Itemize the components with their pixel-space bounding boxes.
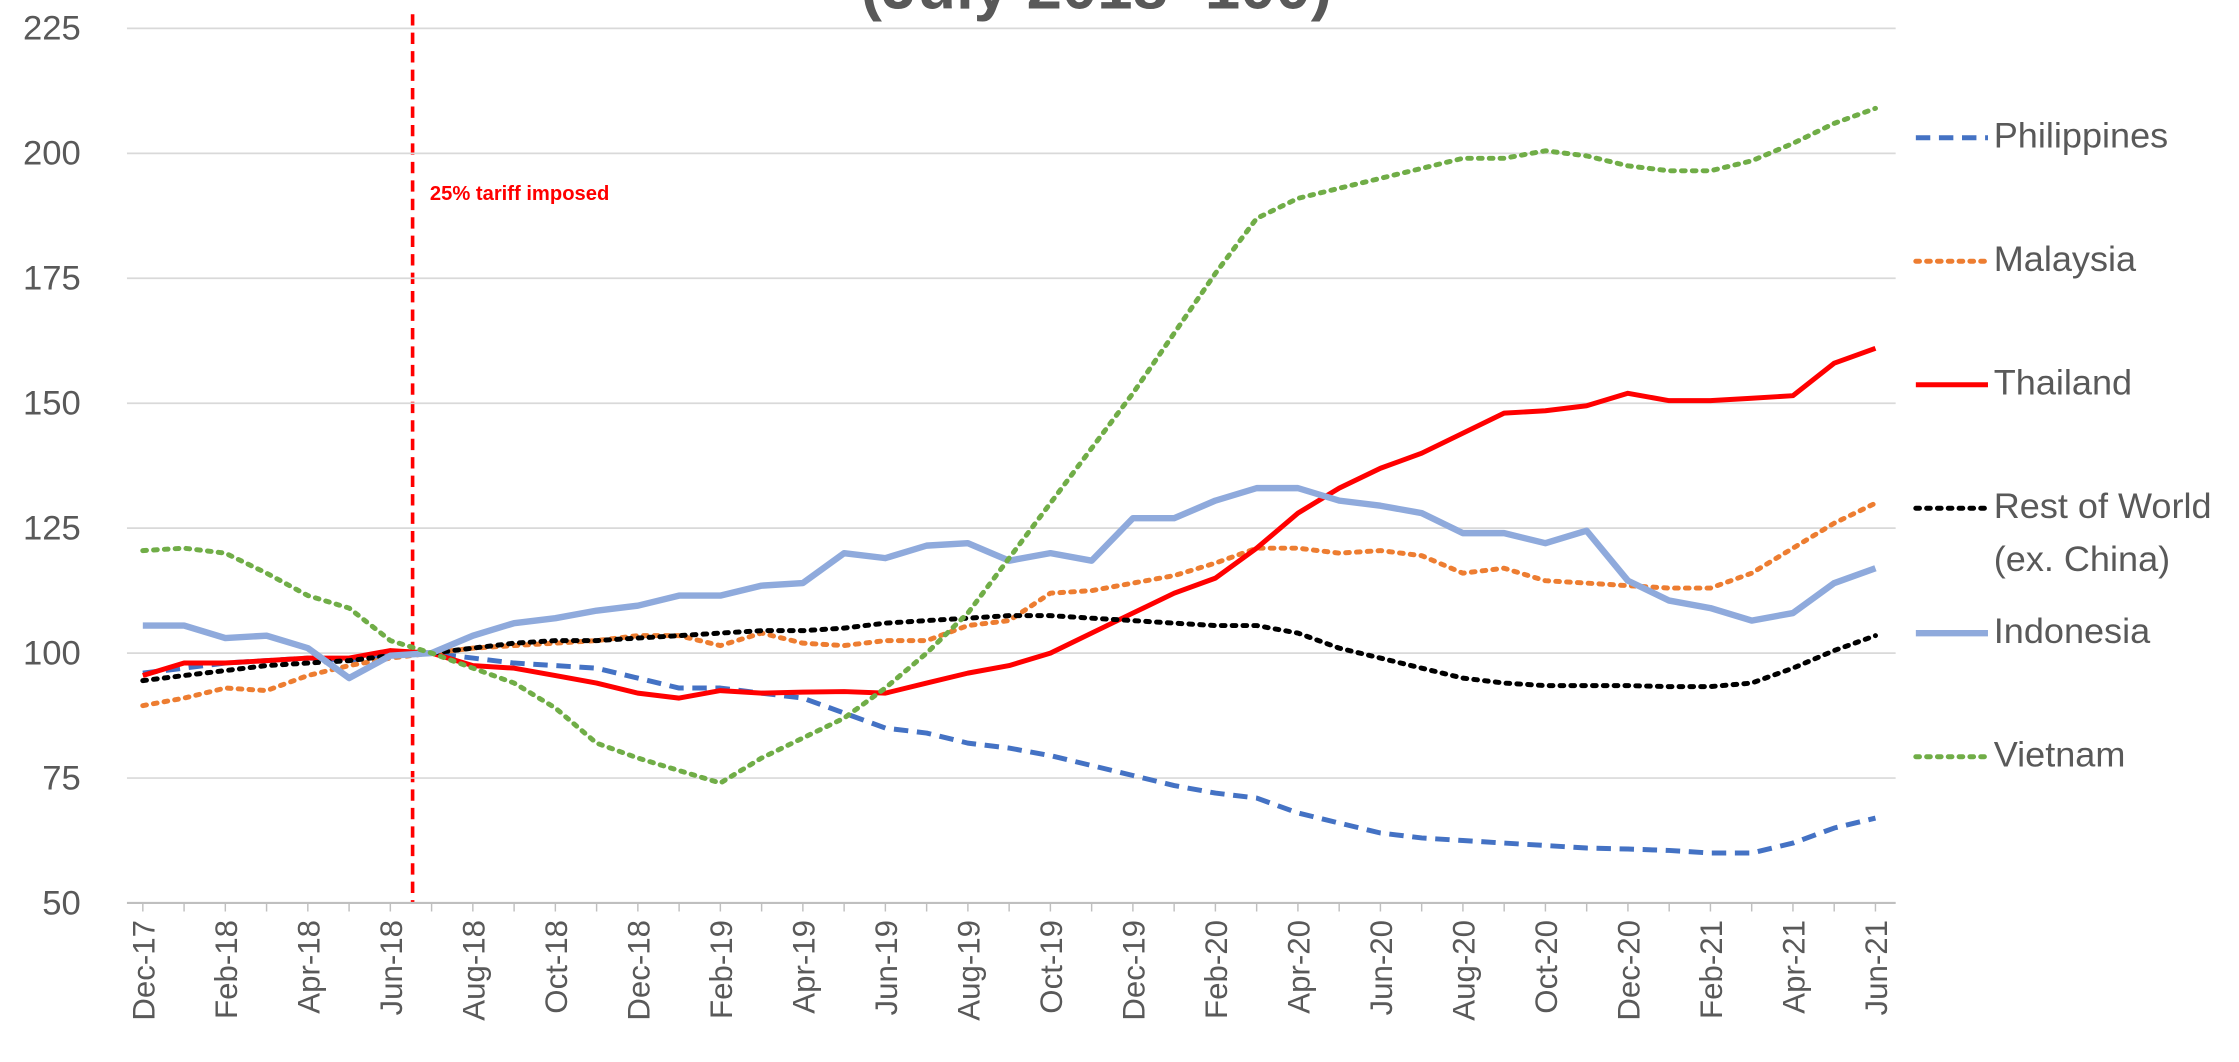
x-tick-label: Apr-18: [291, 920, 326, 1014]
x-tick-label: Aug-20: [1446, 920, 1481, 1021]
x-tick-label: Dec-20: [1611, 920, 1646, 1021]
x-tick-label: Oct-20: [1529, 920, 1564, 1014]
legend-label: Thailand: [1993, 363, 2133, 404]
y-tick-label: 50: [42, 885, 81, 923]
x-tick-label: Apr-20: [1281, 920, 1316, 1014]
legend-label: Malaysia: [1993, 239, 2137, 280]
x-tick-label: Jun-18: [374, 920, 409, 1015]
x-tick-label: Oct-19: [1034, 920, 1069, 1014]
chart-title: (July 2018=100): [861, 0, 1332, 22]
legend-entry: Malaysia: [1993, 239, 2137, 280]
x-tick-label: Apr-19: [786, 920, 821, 1014]
legend-label: Indonesia: [1993, 611, 2151, 652]
y-tick-label: 125: [23, 510, 81, 548]
legend-label: Rest of World (ex. China): [1993, 486, 2212, 580]
annotation: 25% tariff imposed: [430, 183, 609, 205]
y-tick-label: 150: [23, 385, 81, 423]
y-tick-label: 200: [23, 135, 81, 173]
x-tick-label: Feb-18: [209, 920, 244, 1019]
x-tick-label: Jun-19: [869, 920, 904, 1015]
y-tick-label: 100: [23, 635, 81, 673]
x-tick-label: Oct-18: [539, 920, 574, 1014]
legend-entry: Vietnam: [1993, 735, 2126, 776]
legend-label: Philippines: [1993, 116, 2169, 157]
legend-entry: Thailand: [1993, 363, 2133, 404]
x-tick-label: Feb-20: [1199, 920, 1234, 1019]
series-line: [140, 105, 1878, 786]
x-tick-label: Feb-21: [1694, 920, 1729, 1019]
legend-entry: Rest of World (ex. China): [1993, 486, 2212, 580]
x-tick-label: Jun-20: [1364, 920, 1399, 1015]
y-tick-label: 225: [23, 10, 81, 48]
legend-label: Vietnam: [1993, 735, 2126, 776]
x-tick-label: Feb-19: [704, 920, 739, 1019]
x-tick-label: Aug-18: [456, 920, 491, 1021]
x-tick-label: Jun-21: [1859, 920, 1894, 1015]
x-tick-label: Dec-18: [621, 920, 656, 1021]
x-tick-label: Dec-17: [126, 920, 161, 1021]
x-tick-label: Apr-21: [1776, 920, 1811, 1014]
series-line: [140, 500, 1878, 709]
y-tick-label: 75: [42, 760, 81, 798]
x-tick-label: Aug-19: [951, 920, 986, 1021]
series-line: [142, 650, 1877, 856]
legend-entry: Indonesia: [1993, 611, 2151, 652]
y-tick-label: 175: [23, 260, 81, 298]
legend-entry: Philippines: [1993, 116, 2169, 157]
x-tick-label: Dec-19: [1116, 920, 1151, 1021]
